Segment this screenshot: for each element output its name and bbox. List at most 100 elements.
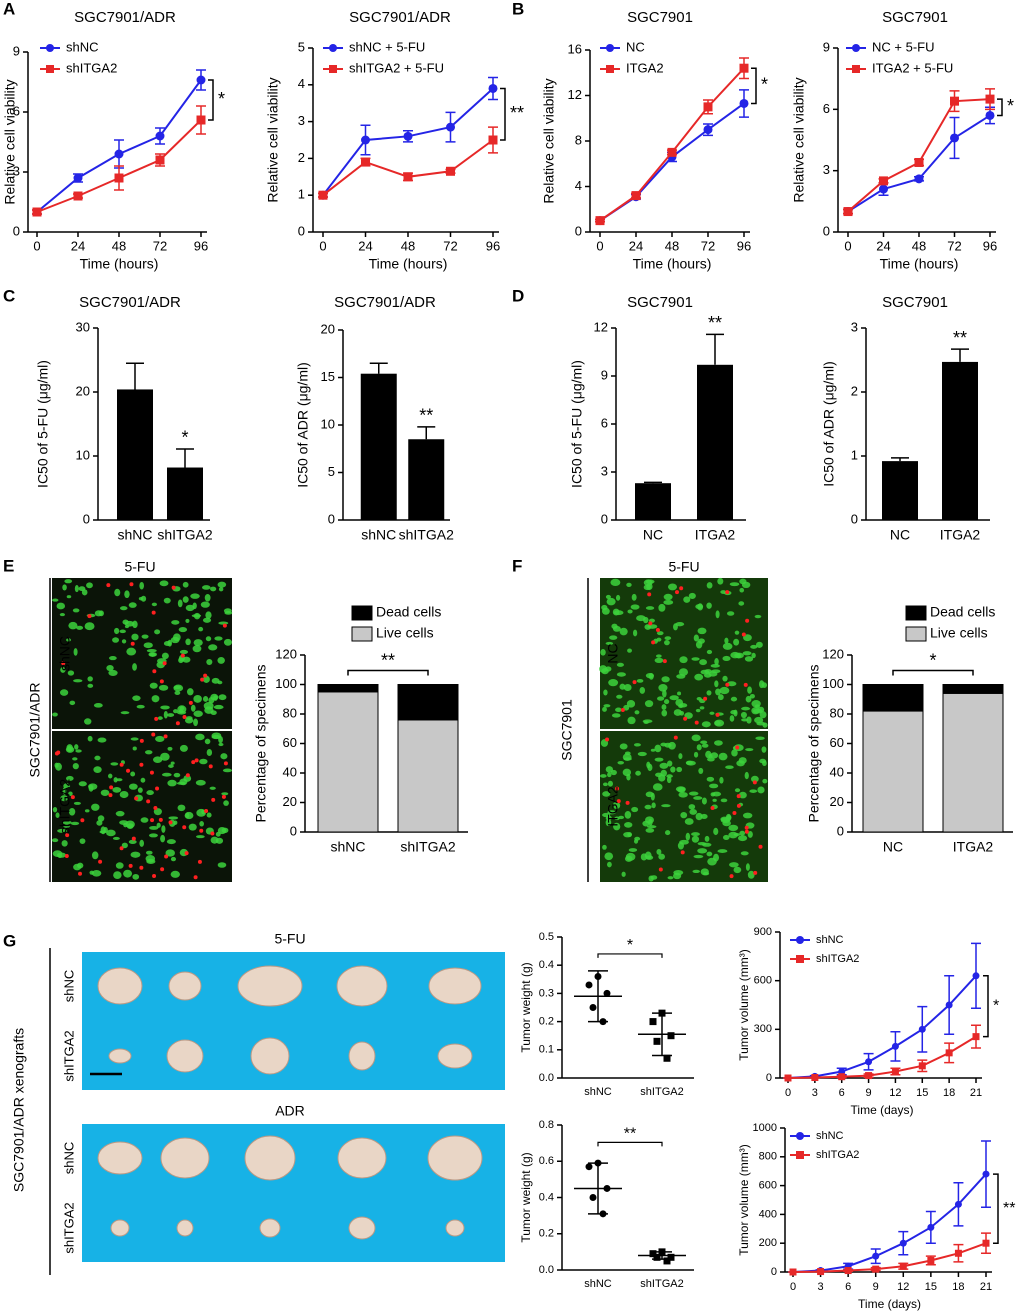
cell <box>203 702 214 710</box>
y-tick-label: 120 <box>822 646 844 661</box>
cell <box>137 787 143 793</box>
cell <box>645 816 654 824</box>
cell <box>602 791 611 797</box>
cell <box>722 655 731 662</box>
cell <box>754 614 762 619</box>
cell <box>705 750 712 759</box>
cell <box>178 657 184 664</box>
cell <box>749 694 755 699</box>
data-point <box>982 1170 990 1178</box>
cell <box>692 869 700 874</box>
data-point <box>891 1042 899 1050</box>
cell <box>185 604 195 612</box>
cell <box>672 872 682 880</box>
cell <box>55 812 60 818</box>
cell <box>700 813 708 820</box>
dead-cell <box>61 661 66 666</box>
dead-cell <box>175 721 180 726</box>
cell <box>717 849 728 853</box>
series-line <box>322 139 494 196</box>
data-point <box>899 1262 907 1270</box>
x-tick-label: 18 <box>943 1087 955 1099</box>
cell <box>100 789 110 796</box>
cell <box>108 669 118 677</box>
x-tick-label: 15 <box>925 1281 937 1293</box>
y-tick-label: 16 <box>568 41 582 56</box>
y-tick-label: 0 <box>328 511 335 526</box>
cell <box>693 751 699 758</box>
significance-bracket <box>500 87 506 141</box>
data-point <box>488 83 498 93</box>
data-point <box>844 1267 852 1275</box>
x-tick-label: 3 <box>818 1281 824 1293</box>
cell <box>218 694 227 701</box>
cell <box>715 610 720 619</box>
y-tick-label: 40 <box>283 764 297 779</box>
cell <box>644 624 652 630</box>
cell <box>706 649 713 655</box>
dead-cell <box>70 795 75 800</box>
x-tick-label: 48 <box>112 238 126 253</box>
cell <box>728 824 739 832</box>
data-point <box>879 176 888 186</box>
bar <box>635 483 671 520</box>
cell <box>741 706 751 711</box>
data-point <box>73 191 83 201</box>
dead-cell <box>191 760 196 765</box>
cell <box>128 602 137 608</box>
cell <box>179 744 188 752</box>
cell <box>193 694 202 703</box>
cell <box>746 716 752 724</box>
tumor <box>244 1135 296 1181</box>
legend-marker <box>796 1151 804 1159</box>
dead-cell <box>98 859 103 864</box>
cell <box>176 710 187 715</box>
cell <box>762 760 767 767</box>
cell <box>697 627 707 635</box>
cell <box>645 791 654 798</box>
dead-cell <box>632 680 637 685</box>
cell <box>661 676 670 683</box>
cell <box>613 822 621 831</box>
y-tick-label: 0 <box>290 823 297 838</box>
x-tick-label: 0 <box>844 238 851 253</box>
cell <box>214 636 223 641</box>
data-point <box>114 173 124 183</box>
panel-label: B <box>512 0 524 18</box>
data-point <box>667 147 677 157</box>
bar <box>697 364 733 520</box>
data-point <box>945 1001 953 1009</box>
cell <box>739 587 745 593</box>
cell <box>663 599 674 605</box>
cell <box>678 791 688 798</box>
cell <box>619 627 628 636</box>
y-tick-label: 0 <box>837 823 844 838</box>
cell <box>677 787 686 793</box>
significance: * <box>993 997 999 1014</box>
cell <box>185 618 190 624</box>
cell <box>170 870 180 878</box>
cell <box>619 743 628 750</box>
cell <box>615 707 622 713</box>
cell <box>602 782 608 787</box>
dead-cell <box>106 583 111 588</box>
x-tick-label: 0 <box>33 238 40 253</box>
tumor <box>428 967 482 1005</box>
x-tick-label: 15 <box>916 1087 928 1099</box>
cell <box>733 866 742 874</box>
y-tick-label: 6 <box>823 101 830 116</box>
cell <box>106 664 114 672</box>
panel-label: A <box>3 0 15 18</box>
cell <box>707 757 715 762</box>
x-tick-label: 24 <box>876 238 890 253</box>
dead-cell <box>152 669 157 674</box>
dead-cell <box>126 768 131 773</box>
data-point <box>891 1068 899 1076</box>
cell <box>664 636 672 641</box>
y-axis-label: IC50 of 5-FU (μg/ml) <box>569 360 585 488</box>
cell <box>678 753 683 760</box>
cell <box>738 601 745 606</box>
cell <box>59 613 65 617</box>
cell <box>201 585 211 590</box>
